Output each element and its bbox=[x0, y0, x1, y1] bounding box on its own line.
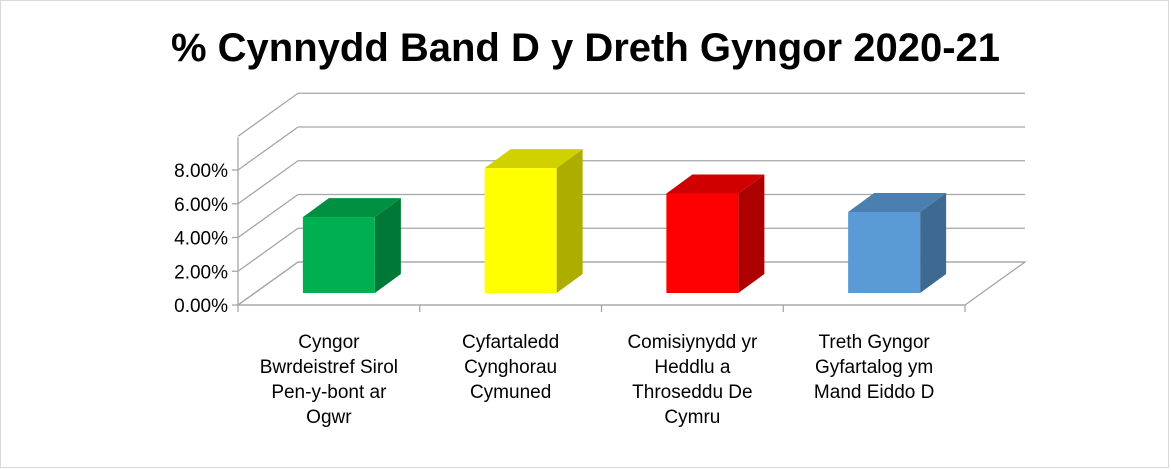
bar-top bbox=[666, 174, 765, 194]
x-category-label-line: Bwrdeistref Sirol bbox=[260, 357, 398, 378]
x-category-label: Cyfartaledd Cynghorau Cymuned bbox=[462, 332, 559, 403]
x-category-label-line: Cynghorau bbox=[464, 357, 557, 378]
y-tick-label: 8.00% bbox=[174, 161, 228, 182]
x-category-label-line: Heddlu a bbox=[654, 357, 730, 378]
x-category-label-line: Cyfartaledd bbox=[462, 332, 559, 353]
gridline-diagonal bbox=[237, 160, 299, 205]
y-tick-label: 6.00% bbox=[174, 195, 228, 216]
x-category-label: Treth Gyngor Gyfartalog ym Mand Eiddo D bbox=[814, 332, 934, 403]
bar-side bbox=[920, 193, 947, 293]
y-tick-label: 0.00% bbox=[174, 296, 228, 317]
bar-side bbox=[738, 174, 765, 293]
y-tick-label: 2.00% bbox=[174, 262, 228, 283]
bar-side bbox=[374, 198, 401, 293]
x-category-label-line: Comisiynydd yr bbox=[627, 332, 758, 353]
x-category-label: Cyngor Bwrdeistref Sirol Pen-y-bont ar Ogwr bbox=[260, 332, 398, 428]
gridline-diagonal bbox=[237, 193, 299, 239]
gridline-diagonal bbox=[237, 261, 299, 306]
x-category-label-line: Gyfartalog ym bbox=[815, 357, 933, 378]
x-category-label-line: Ogwr bbox=[306, 407, 352, 428]
x-category-label-line: Throseddu De bbox=[632, 382, 752, 403]
chart-title: % Cynnydd Band D y Dreth Gyngor 2020-21 bbox=[170, 26, 1001, 70]
x-category-label-line: Cyngor bbox=[298, 332, 360, 353]
bar-side bbox=[556, 149, 583, 293]
bar-top bbox=[484, 149, 583, 169]
gridline-diagonal bbox=[237, 227, 299, 272]
x-category-label-line: Pen-y-bont ar bbox=[271, 382, 387, 403]
bar bbox=[848, 212, 921, 293]
x-category-label-line: Cymuned bbox=[470, 382, 551, 403]
x-category-label-line: Treth Gyngor bbox=[819, 332, 931, 353]
bar bbox=[484, 168, 557, 293]
x-category-label-line: Mand Eiddo D bbox=[814, 382, 934, 403]
bar bbox=[666, 193, 739, 293]
gridline-diagonal bbox=[237, 92, 299, 137]
gridline-diagonal bbox=[237, 126, 299, 171]
bar bbox=[302, 217, 375, 293]
bar-top bbox=[302, 198, 401, 218]
bar-top bbox=[848, 193, 947, 212]
y-tick-label: 4.00% bbox=[174, 229, 228, 250]
x-category-label-line: Cymru bbox=[664, 407, 720, 428]
x-category-label: Comisiynydd yr Heddlu a Throseddu De Cymru bbox=[627, 332, 758, 428]
